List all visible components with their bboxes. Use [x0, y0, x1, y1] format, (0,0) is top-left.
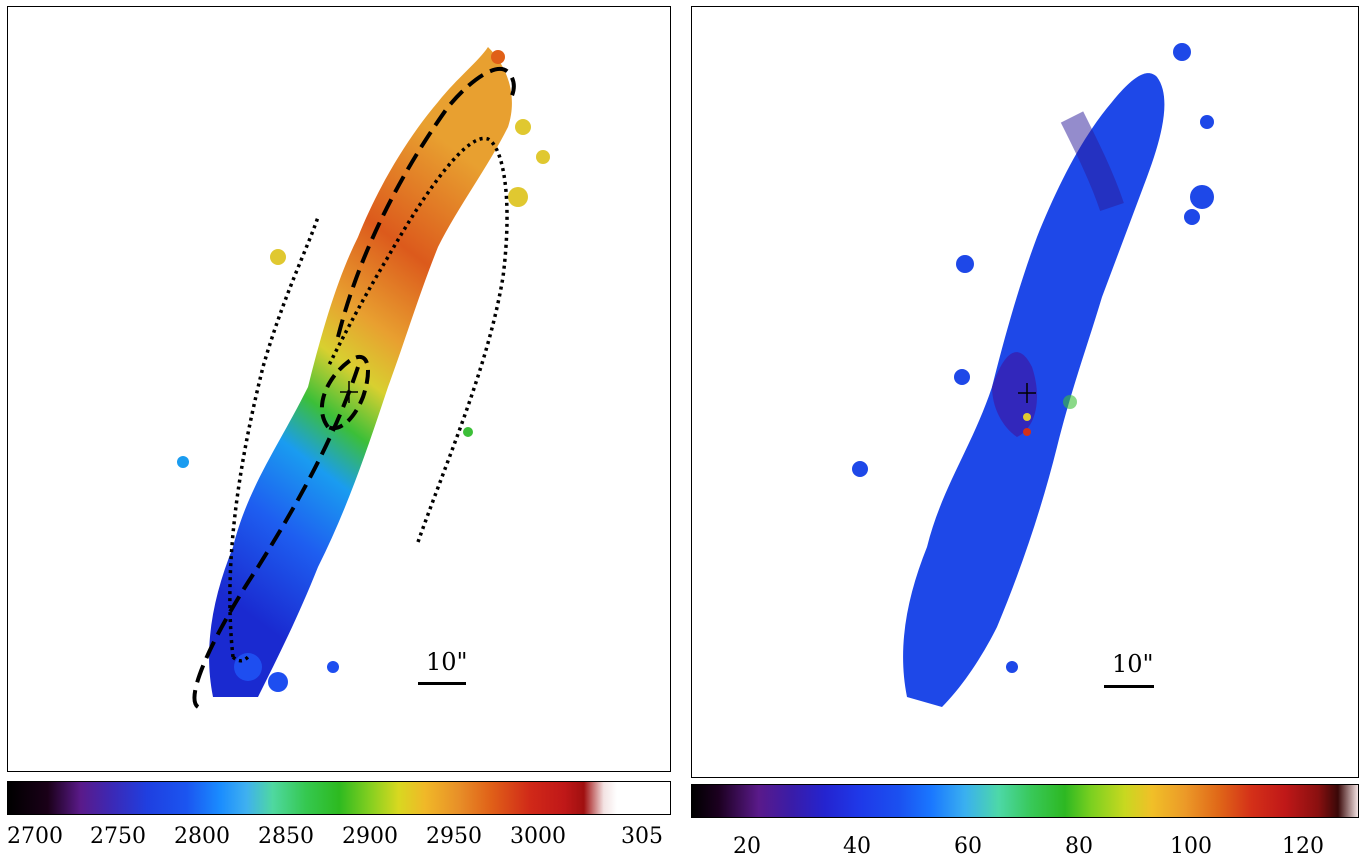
velocity-tick: 3000: [510, 824, 566, 849]
scale-label: 10": [426, 648, 468, 676]
velocity-tick: 2700: [7, 824, 63, 849]
dispersion-tick: 80: [1065, 834, 1093, 859]
dotted-contour: [228, 216, 320, 658]
clump: [327, 661, 339, 673]
dispersion-tick: 60: [954, 834, 982, 859]
clump: [1063, 395, 1077, 409]
clump: [852, 461, 868, 477]
dispersion-tick: 40: [843, 834, 871, 859]
clump: [1023, 428, 1031, 436]
clump: [508, 187, 528, 207]
clump: [956, 255, 974, 273]
clump: [1173, 43, 1191, 61]
dispersion-tick: 100: [1170, 834, 1212, 859]
dispersion-map-panel: 10": [691, 6, 1359, 778]
clump: [1023, 413, 1031, 421]
dashed-contour: [192, 366, 360, 709]
clump: [1190, 185, 1214, 209]
dispersion-tick: 120: [1282, 834, 1324, 859]
clump: [1200, 115, 1214, 129]
clump: [1184, 209, 1200, 225]
velocity-tick: 2900: [342, 824, 398, 849]
velocity-tick: 305: [621, 824, 663, 849]
scale-bar: [1104, 685, 1154, 688]
clump: [536, 150, 550, 164]
dispersion-arm: [1060, 111, 1124, 212]
clump: [177, 456, 189, 468]
dispersion-map-image: [852, 43, 1214, 707]
dashed-inner-ellipse: [319, 354, 370, 431]
clump: [1006, 661, 1018, 673]
scale-label: 10": [1112, 650, 1154, 678]
velocity-tick: 2850: [258, 824, 314, 849]
velocity-map-image: [177, 47, 550, 709]
dispersion-colorbar: [691, 784, 1359, 818]
velocity-emission-region: [209, 47, 512, 697]
velocity-tick: 2800: [174, 824, 230, 849]
clump: [268, 672, 288, 692]
dispersion-tick: 20: [733, 834, 761, 859]
velocity-tick: 2950: [426, 824, 482, 849]
velocity-tick: 2750: [90, 824, 146, 849]
scale-bar: [418, 682, 466, 685]
clump: [270, 249, 286, 265]
clump: [491, 50, 505, 64]
velocity-map-panel: 10": [7, 6, 671, 772]
clump: [908, 653, 936, 681]
dotted-contour: [231, 655, 250, 663]
clump: [515, 119, 531, 135]
clump: [463, 427, 473, 437]
velocity-colorbar: [7, 781, 671, 815]
clump: [954, 369, 970, 385]
dashed-contour: [336, 66, 516, 338]
